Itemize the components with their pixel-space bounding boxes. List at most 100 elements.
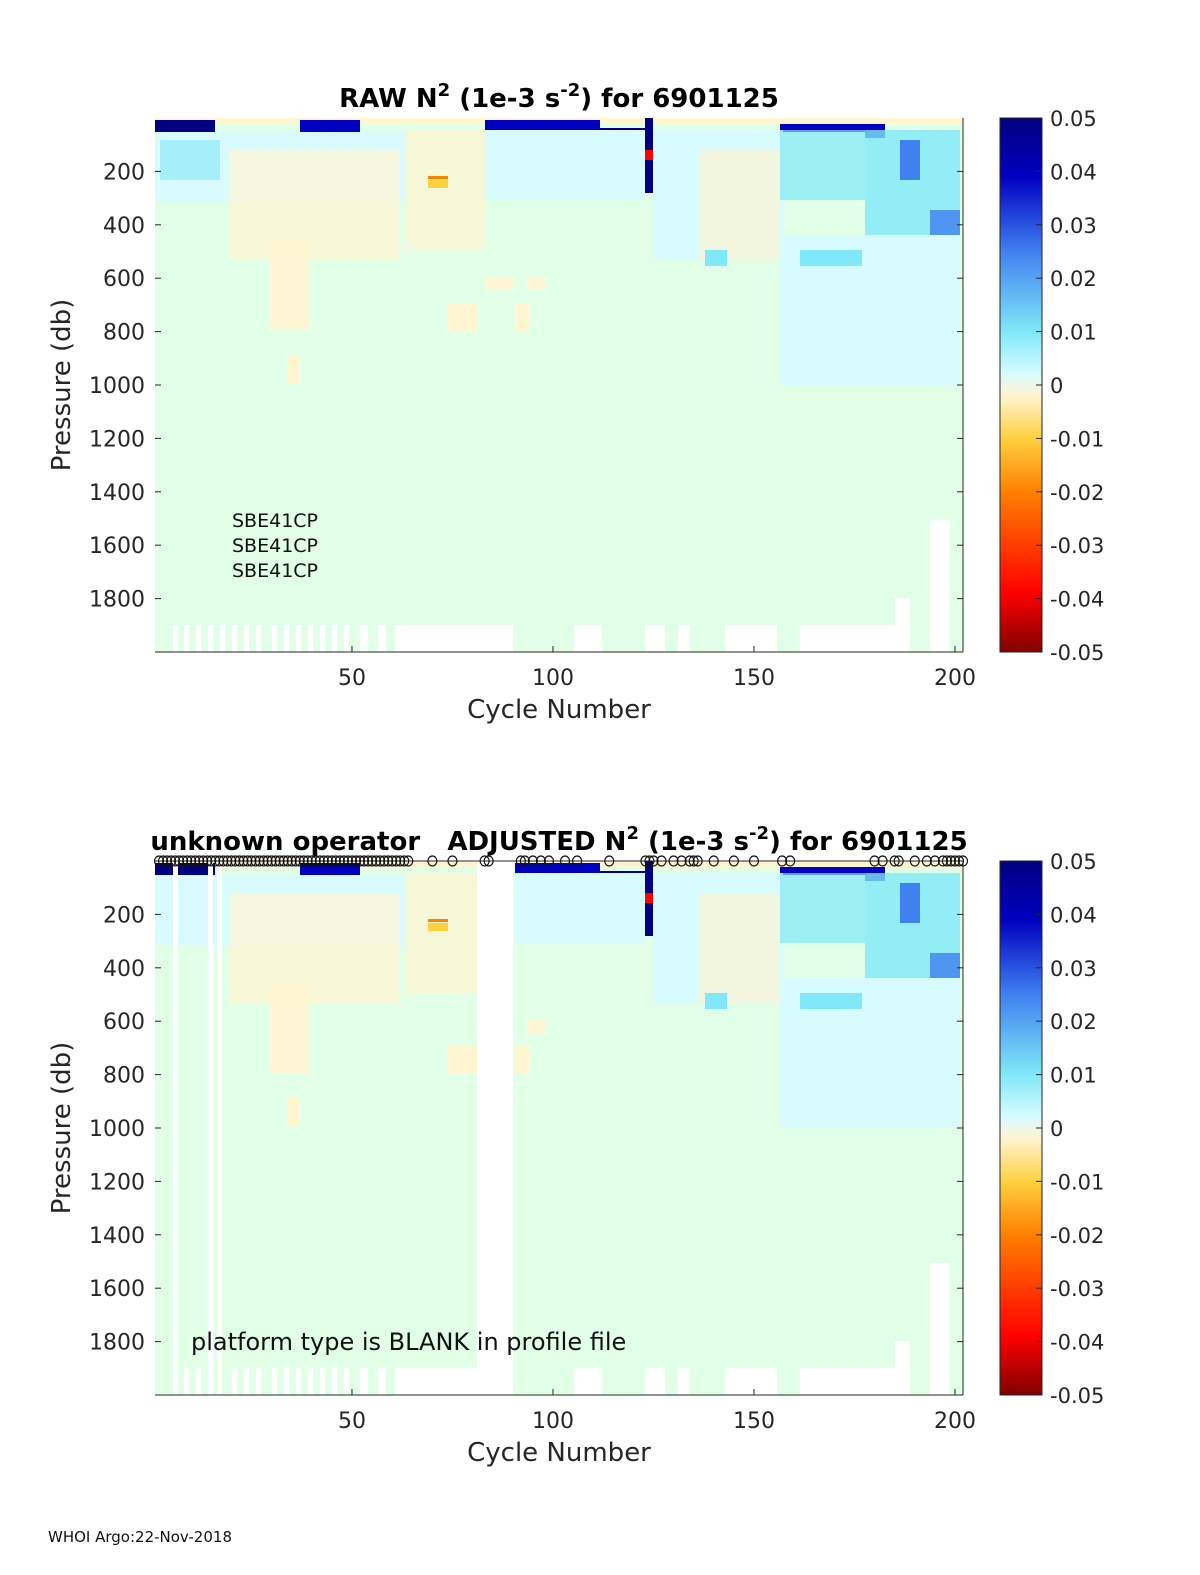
adjusted-cycle-marker [242, 855, 253, 867]
x-tick-label: 50 [338, 666, 366, 691]
heatmap-cells [155, 861, 963, 1395]
adjusted-cycle-marker [169, 855, 181, 867]
adjusted-n2-panel: unknown operator ADJUSTED N2 (1e-3 s-2) … [47, 823, 1104, 1468]
x-tick-label: 150 [733, 666, 775, 691]
adjusted-cycle-marker [375, 855, 386, 867]
y-axis-label: Pressure (db) [47, 299, 77, 472]
adjusted-cycle-marker [777, 855, 788, 867]
chart-title: unknown operator ADJUSTED N2 (1e-3 s-2) … [150, 823, 967, 857]
colorbar-tick-label: 0.01 [1050, 321, 1097, 345]
colorbar-tick-label: -0.02 [1050, 481, 1104, 505]
x-tick-label: 100 [532, 666, 574, 691]
adjusted-cycle-marker [282, 855, 293, 867]
adjusted-cycle-marker [656, 855, 667, 867]
adjusted-cycle-marker [258, 855, 269, 867]
adjusted-cycle-marker [358, 855, 370, 867]
adjusted-cycle-marker [785, 855, 796, 867]
colorbar-tick-label: 0.05 [1050, 850, 1097, 874]
adjusted-cycle-marker [893, 855, 904, 867]
y-tick-label: 1800 [89, 588, 145, 613]
adjusted-cycle-marker [254, 855, 265, 867]
adjusted-cycle-marker [370, 855, 382, 867]
sensor-annotation: SBE41CP [232, 560, 318, 582]
adjusted-cycle-marker [294, 855, 305, 867]
colorbar-tick-label: 0.02 [1050, 267, 1097, 291]
adjusted-cycle-marker [953, 855, 965, 867]
adjusted-cycle-marker [230, 855, 241, 867]
adjusted-cycle-marker [302, 855, 313, 867]
adjusted-cycle-marker [668, 855, 679, 867]
colorbar-tick-label: 0 [1050, 374, 1063, 398]
adjusted-cycle-marker [684, 855, 695, 867]
adjusted-cycle-marker [342, 855, 354, 867]
colorbar-tick-label: -0.03 [1050, 1277, 1104, 1301]
x-tick-label: 100 [532, 1409, 574, 1434]
colorbar-tick-label: -0.03 [1050, 534, 1104, 558]
adjusted-cycle-marker [362, 855, 374, 867]
raw-n2-panel: RAW N2 (1e-3 s-2) for 6901125 [47, 80, 1104, 725]
adjusted-cycle-marker [190, 855, 201, 867]
adjusted-cycle-marker [262, 855, 273, 867]
adjusted-cycle-marker [543, 855, 555, 867]
colorbar-tick-label: -0.04 [1050, 1331, 1104, 1355]
colorbar-tick-label: -0.04 [1050, 588, 1104, 612]
adjusted-cycle-marker [202, 855, 213, 867]
adjusted-cycle-marker [334, 855, 346, 867]
adjusted-cycle-marker [519, 855, 530, 867]
adjusted-cycle-marker [869, 855, 880, 867]
adjusted-cycle-marker [194, 855, 205, 867]
colorbar-tick-label: 0 [1050, 1117, 1063, 1141]
adjusted-cycle-marker [174, 855, 185, 867]
y-tick-label: 800 [103, 1064, 145, 1089]
adjusted-cycle-marker [322, 855, 333, 867]
adjusted-cycle-marker [226, 855, 237, 867]
platform-annotation: platform type is BLANK in profile file [191, 1328, 626, 1356]
adjusted-cycle-marker [250, 855, 261, 867]
adjusted-cycle-marker [306, 855, 317, 867]
adjusted-cycle-marker [186, 855, 197, 867]
adjusted-cycle-marker [427, 855, 438, 867]
colorbar [1000, 118, 1042, 652]
adjusted-cycle-marker [346, 855, 358, 867]
adjusted-cycle-marker [182, 855, 193, 867]
colorbar-tick-label: 0.03 [1050, 957, 1097, 981]
adjusted-cycle-marker [354, 855, 366, 867]
adjusted-cycle-marker [692, 855, 703, 867]
colorbar-tick-label: 0.05 [1050, 107, 1097, 131]
adjusted-cycle-marker [387, 855, 398, 867]
adjusted-cycle-marker [909, 855, 920, 867]
y-tick-label: 600 [103, 1010, 145, 1035]
x-axis-label: Cycle Number [467, 695, 651, 725]
adjusted-cycle-marker [937, 855, 949, 867]
adjusted-cycle-marker [214, 855, 225, 867]
y-tick-label: 200 [103, 160, 145, 185]
adjusted-cycle-marker [157, 855, 169, 867]
footer-credit: WHOI Argo:22-Nov-2018 [48, 1528, 232, 1546]
y-tick-label: 1000 [89, 374, 145, 399]
colorbar-tick-label: -0.02 [1050, 1224, 1104, 1248]
colorbar-tick-label: 0.02 [1050, 1010, 1097, 1034]
y-tick-label: 1400 [89, 481, 145, 506]
adjusted-cycle-marker [338, 855, 350, 867]
adjusted-cycle-marker [286, 855, 297, 867]
adjusted-cycle-marker [330, 855, 341, 867]
adjusted-cycle-marker [298, 855, 309, 867]
colorbar-tick-label: -0.05 [1050, 641, 1104, 665]
colorbar [1000, 861, 1042, 1395]
adjusted-cycle-marker [165, 855, 177, 867]
adjusted-cycle-marker [326, 855, 337, 867]
sensor-annotation: SBE41CP [232, 535, 318, 557]
adjusted-cycle-marker [383, 855, 394, 867]
adjusted-cycle-marker [921, 855, 932, 867]
y-axis-label: Pressure (db) [47, 1042, 77, 1215]
colorbar-tick-label: 0.03 [1050, 214, 1097, 238]
adjusted-cycle-marker [395, 855, 406, 867]
adjusted-cycle-marker [290, 855, 301, 867]
adjusted-cycle-marker [399, 855, 410, 867]
x-tick-label: 50 [338, 1409, 366, 1434]
chart-title: RAW N2 (1e-3 s-2) for 6901125 [339, 80, 779, 114]
adjusted-cycle-marker [527, 855, 538, 867]
adjusted-cycle-marker [447, 855, 458, 867]
adjusted-cycle-marker [640, 855, 651, 867]
